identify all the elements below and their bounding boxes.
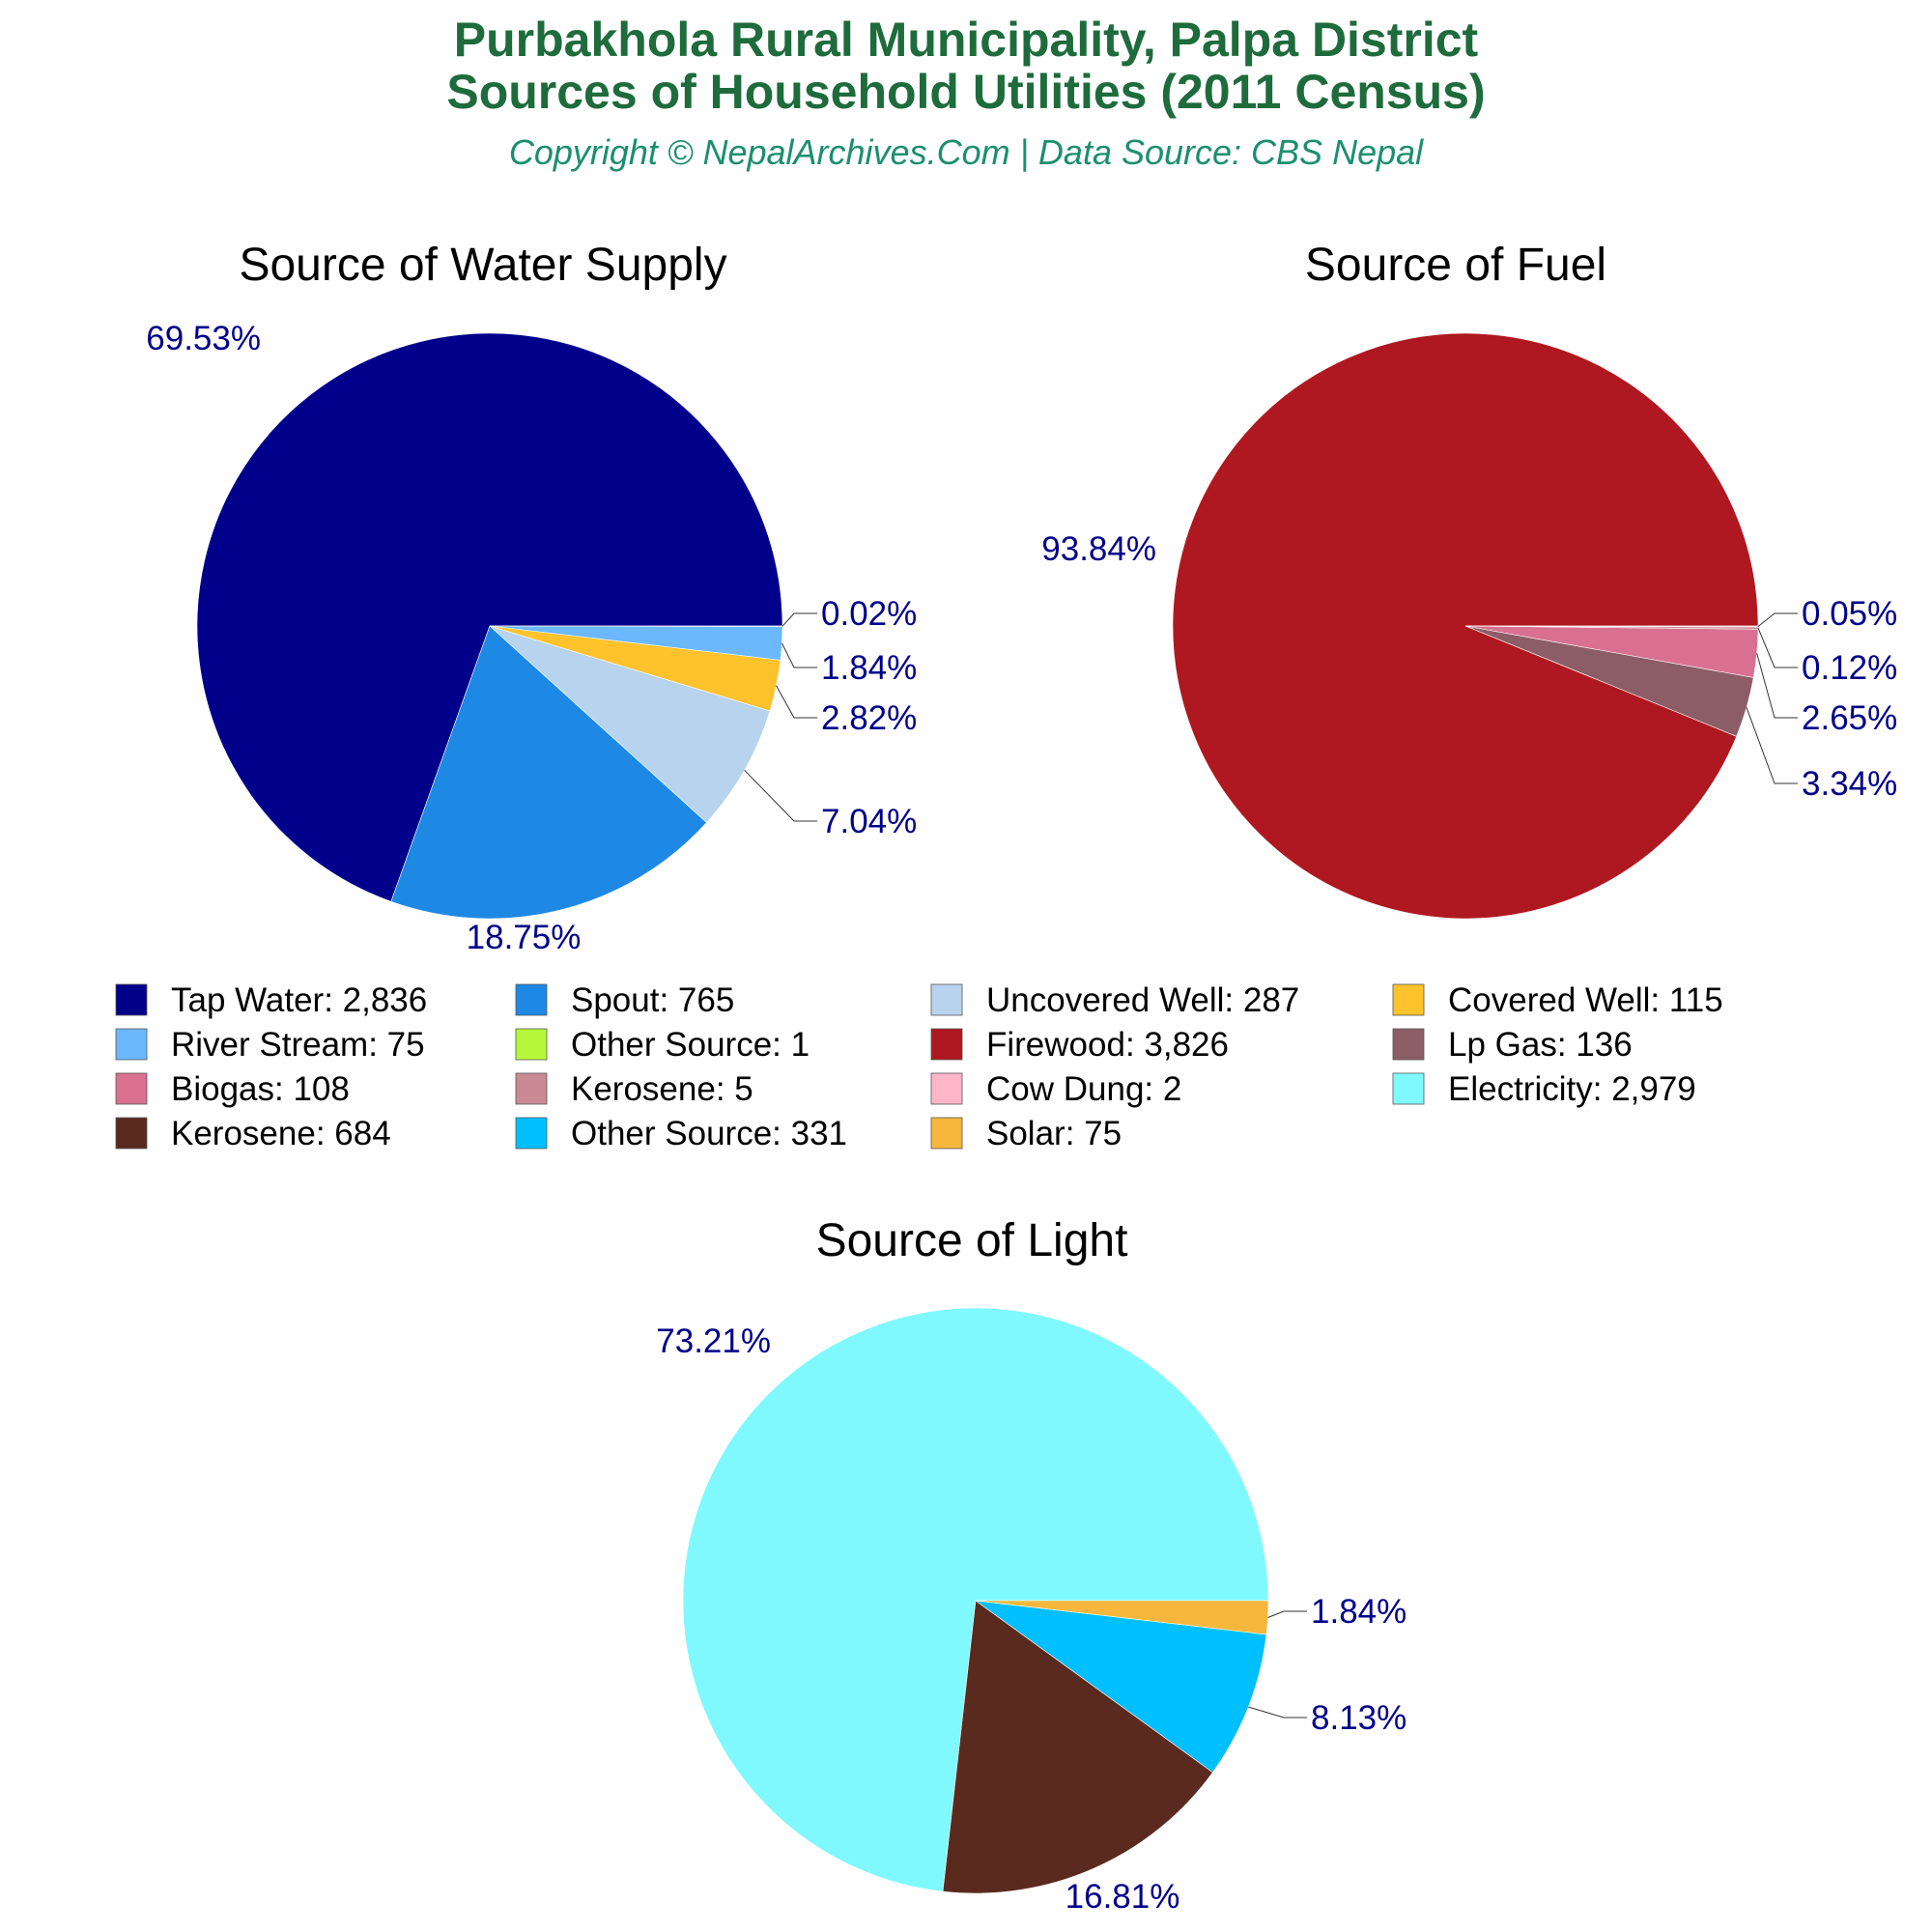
- legend-label: Firewood: 3,826: [986, 1026, 1229, 1064]
- fuel-pct-label-biogas: 2.65%: [1802, 699, 1897, 737]
- legend-label: Other Source: 1: [571, 1026, 810, 1064]
- legend-label: Covered Well: 115: [1448, 981, 1723, 1019]
- legend-swatch: [115, 1072, 148, 1105]
- light-leader-line-solar: [1267, 1610, 1307, 1618]
- legend-label: Other Source: 331: [571, 1115, 847, 1152]
- water-pct-label-tap-water: 69.53%: [146, 320, 261, 357]
- legend-swatch: [930, 1072, 963, 1105]
- light-slice-solar: [975, 1600, 1269, 1635]
- light-slice-electricity: [682, 1307, 1269, 1892]
- legend-swatch: [930, 1117, 963, 1150]
- legend-swatch: [515, 1028, 548, 1061]
- fuel-pct-label-lp-gas: 3.34%: [1802, 765, 1897, 803]
- legend-label: Tap Water: 2,836: [171, 981, 427, 1019]
- fuel-pie-chart: Source of Fuel 93.84% 3.34% 2.65% 0.12% 0.05…: [1041, 240, 1897, 920]
- water-pct-label-river-stream: 1.84%: [821, 649, 917, 687]
- light-pct-label-kerosene: 16.81%: [1065, 1878, 1180, 1916]
- legend-swatch: [1392, 1028, 1425, 1061]
- fuel-chart-title: Source of Fuel: [1305, 240, 1606, 291]
- legend-swatch: [930, 983, 963, 1016]
- light-leader-line-other-source: [1248, 1706, 1307, 1719]
- legend-label: River Stream: 75: [171, 1026, 425, 1064]
- fuel-leader-line-lp-gas: [1746, 707, 1798, 784]
- fuel-leader-line-biogas: [1756, 653, 1798, 719]
- fuel-leader-line-cow-dung: [1757, 612, 1798, 627]
- legend-label: Kerosene: 5: [571, 1070, 753, 1108]
- water-pct-label-spout: 18.75%: [467, 919, 582, 956]
- fuel-pct-label-cow-dung: 0.05%: [1802, 595, 1897, 633]
- light-pct-label-solar: 1.84%: [1311, 1593, 1406, 1631]
- legend-swatch: [115, 983, 148, 1016]
- fuel-pct-label-firewood: 93.84%: [1041, 530, 1156, 568]
- water-leader-line-river-stream: [781, 642, 817, 668]
- legend-swatch: [1392, 1072, 1425, 1105]
- water-leader-line-uncovered-well: [744, 769, 817, 822]
- legend-label: Uncovered Well: 287: [986, 981, 1299, 1019]
- legend-swatch: [515, 983, 548, 1016]
- figure-title-line2: Sources of Household Utilities (2011 Cen…: [446, 65, 1485, 119]
- light-slice-other-source: [974, 1600, 1267, 1774]
- figure-header: Purbakhola Rural Municipality, Palpa Dis…: [446, 13, 1485, 172]
- legend-label: Cow Dung: 2: [986, 1070, 1181, 1108]
- light-slice-kerosene: [942, 1600, 1213, 1894]
- legend-label: Lp Gas: 136: [1448, 1026, 1633, 1064]
- water-supply-pie-chart: Source of Water Supply 69.53% 18.75% 7.04%…: [146, 240, 917, 956]
- water-supply-chart-title: Source of Water Supply: [239, 240, 726, 291]
- legend-swatch: [515, 1117, 548, 1150]
- legend-label: Solar: 75: [986, 1115, 1122, 1152]
- water-leader-line-covered-well: [776, 685, 817, 719]
- legend-swatch: [1392, 983, 1425, 1016]
- legend-swatch: [930, 1028, 963, 1061]
- water-slice-uncovered-well: [489, 625, 771, 823]
- legend-label: Kerosene: 684: [171, 1115, 391, 1152]
- light-chart-title: Source of Light: [816, 1215, 1128, 1266]
- legend-swatch: [115, 1117, 148, 1150]
- water-slice-spout: [390, 625, 707, 920]
- water-pct-label-covered-well: 2.82%: [821, 699, 917, 737]
- light-pct-label-electricity: 73.21%: [656, 1322, 771, 1360]
- legend-swatch: [515, 1072, 548, 1105]
- light-pie-chart: Source of Light 73.21% 16.81% 8.13% 1.84%: [656, 1215, 1406, 1916]
- water-slice-tap-water: [196, 332, 783, 902]
- copyright-note: Copyright © NepalArchives.Com | Data Sou…: [509, 132, 1424, 172]
- water-pct-label-uncovered-well: 7.04%: [821, 803, 917, 840]
- fuel-pct-label-kerosene: 0.12%: [1802, 649, 1897, 687]
- legend-label: Electricity: 2,979: [1448, 1070, 1696, 1108]
- legend-label: Biogas: 108: [171, 1070, 350, 1108]
- fuel-leader-line-kerosene: [1757, 627, 1798, 668]
- light-pct-label-other-source: 8.13%: [1311, 1699, 1406, 1737]
- legend: Tap Water: 2,836 Spout: 765 Uncovered Well…: [115, 981, 1723, 1152]
- legend-label: Spout: 765: [571, 981, 734, 1019]
- water-leader-line-other-source: [781, 612, 817, 627]
- water-pct-label-other-source: 0.02%: [821, 595, 917, 633]
- figure-title-line1: Purbakhola Rural Municipality, Palpa Dis…: [454, 13, 1479, 67]
- legend-swatch: [115, 1028, 148, 1061]
